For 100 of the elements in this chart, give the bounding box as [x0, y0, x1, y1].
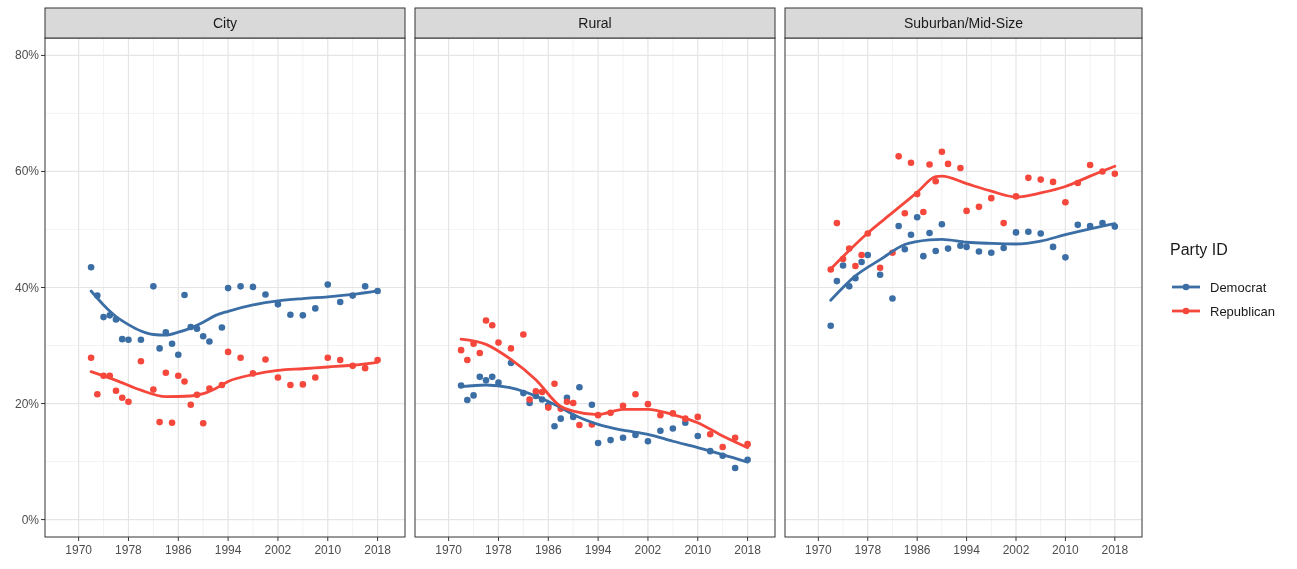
point	[181, 291, 188, 299]
x-tick-label: 2010	[1052, 543, 1080, 557]
point	[150, 386, 157, 393]
point	[137, 336, 145, 344]
point	[464, 356, 471, 364]
point	[262, 291, 269, 298]
point	[125, 336, 132, 344]
point	[476, 349, 484, 357]
point	[1049, 243, 1057, 251]
x-tick-label: 2002	[634, 543, 662, 557]
point	[895, 222, 902, 230]
point	[632, 390, 639, 398]
point	[1025, 228, 1032, 236]
point	[237, 354, 244, 362]
point	[669, 425, 677, 432]
x-tick-label: 2010	[314, 543, 342, 557]
point	[324, 281, 332, 288]
x-tick-label: 1994	[584, 543, 612, 557]
x-tick-label: 1970	[805, 543, 833, 557]
point	[932, 178, 940, 185]
x-tick-label: 1986	[534, 543, 562, 557]
x-tick-label: 1994	[214, 543, 242, 557]
legend-label: Republican	[1210, 304, 1276, 319]
point	[876, 271, 884, 279]
point	[324, 354, 332, 362]
point	[827, 322, 835, 330]
point	[963, 243, 970, 251]
point	[644, 437, 652, 445]
point	[657, 427, 664, 435]
point	[156, 345, 163, 352]
point	[470, 392, 477, 399]
point	[199, 332, 207, 340]
point	[1086, 161, 1094, 169]
point	[731, 464, 739, 472]
x-tick-label: 2002	[264, 543, 292, 557]
point	[1062, 254, 1069, 261]
point	[482, 317, 490, 324]
point	[576, 421, 583, 429]
point	[1000, 244, 1007, 252]
point	[118, 394, 126, 402]
point	[162, 369, 170, 377]
point	[168, 419, 176, 426]
point	[336, 356, 344, 364]
x-tick-label: 2018	[734, 543, 762, 557]
point	[901, 245, 909, 253]
point	[336, 298, 344, 306]
point	[299, 312, 307, 319]
point	[607, 436, 614, 444]
point	[588, 401, 596, 409]
point	[237, 283, 244, 290]
point	[845, 283, 853, 290]
point	[1049, 178, 1057, 186]
point	[125, 398, 132, 406]
point	[852, 262, 859, 270]
point	[312, 305, 319, 312]
point	[557, 415, 565, 422]
point	[594, 439, 602, 447]
point	[920, 252, 927, 260]
point	[312, 374, 319, 381]
point	[563, 398, 571, 406]
point	[457, 346, 465, 354]
point	[87, 263, 95, 271]
point	[87, 354, 95, 362]
point	[944, 245, 952, 252]
chart-title: Rural	[578, 15, 612, 31]
point	[957, 242, 964, 250]
point	[181, 378, 188, 385]
point	[657, 411, 664, 419]
point	[901, 209, 909, 217]
point	[926, 161, 933, 168]
point	[476, 373, 484, 381]
point	[137, 357, 145, 365]
point	[858, 251, 865, 259]
x-tick-label: 2010	[684, 543, 712, 557]
point	[174, 351, 182, 359]
point	[932, 247, 940, 255]
point	[889, 295, 896, 302]
y-tick-label: 60%	[14, 164, 40, 179]
point	[218, 324, 226, 331]
point	[1111, 170, 1119, 178]
point	[839, 262, 847, 269]
point	[482, 377, 490, 384]
x-tick-label: 2018	[1101, 543, 1129, 557]
point	[938, 220, 946, 228]
point	[94, 390, 101, 398]
point	[495, 379, 502, 386]
x-tick-label: 1970	[65, 543, 93, 557]
point	[507, 345, 515, 352]
x-tick-label: 1994	[953, 543, 981, 557]
point	[895, 153, 902, 160]
y-tick-label: 0%	[21, 512, 40, 527]
point	[224, 348, 232, 356]
legend-label: Democrat	[1210, 280, 1267, 295]
point	[299, 381, 307, 388]
x-tick-label: 1986	[164, 543, 192, 557]
chart-title: City	[212, 15, 238, 31]
point	[694, 413, 702, 421]
point	[833, 277, 841, 285]
point	[199, 419, 207, 427]
point	[907, 159, 915, 167]
